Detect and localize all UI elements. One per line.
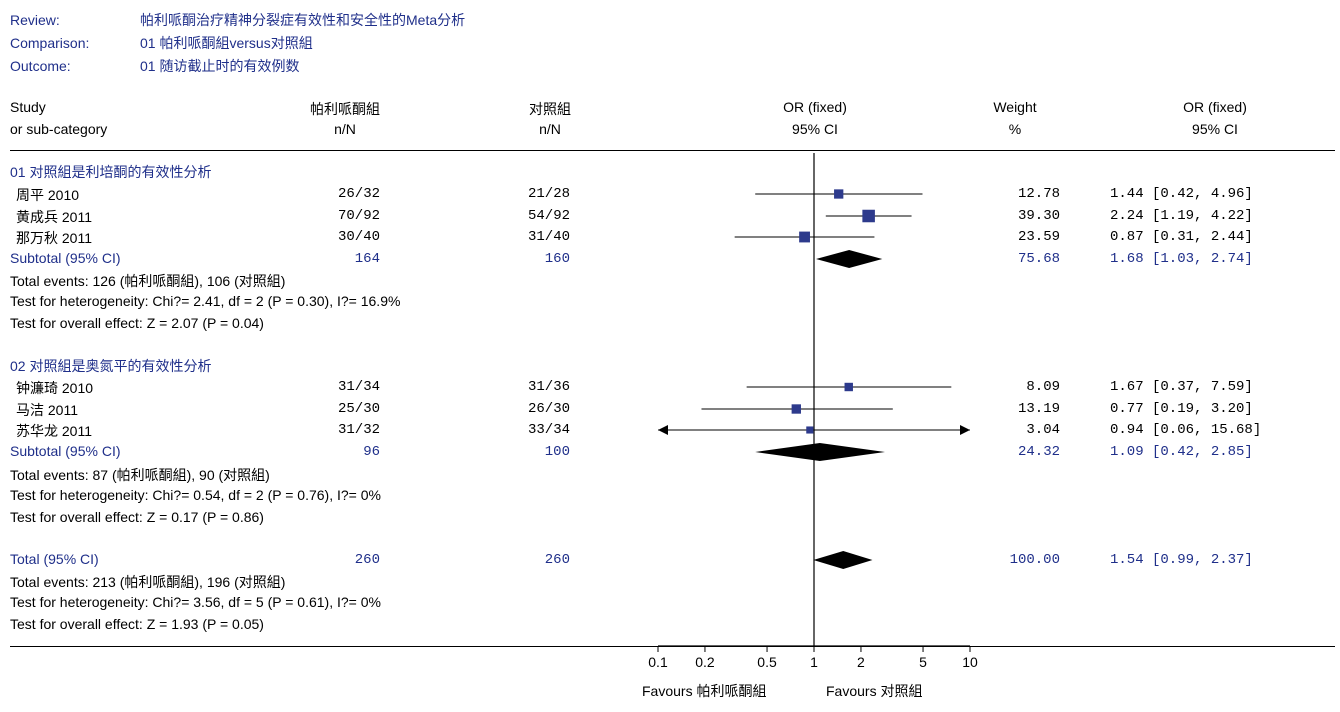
study-ctrl: 26/30 (527, 401, 570, 417)
overall-effect-test: Test for overall effect: Z = 2.07 (P = 0… (10, 315, 264, 331)
col-ctrl-header: 对照組 (529, 101, 571, 117)
total-ci: 1.54 [0.99, 2.37] (1110, 552, 1253, 568)
col-study-subheader: or sub-category (10, 121, 108, 137)
overall-effect-test: Test for overall effect: Z = 0.17 (P = 0… (10, 509, 264, 525)
x-tick-label: 5 (919, 654, 927, 670)
study-name: 钟濂琦 2010 (16, 380, 94, 396)
study-treat: 30/40 (337, 229, 380, 245)
review-value: 帕利哌酮治疗精神分裂症有效性和安全性的Meta分析 (140, 12, 466, 28)
total-diamond (813, 551, 873, 569)
heterogeneity-test: Test for heterogeneity: Chi?= 3.56, df =… (10, 594, 381, 610)
study-ctrl: 54/92 (527, 208, 570, 224)
study-marker (806, 426, 814, 434)
group-title: 02 对照組是奥氮平的有效性分析 (10, 358, 212, 374)
x-tick-label: 1 (810, 654, 818, 670)
study-marker (799, 231, 810, 243)
subtotal-diamond (755, 443, 885, 461)
col-weight-header: Weight (993, 99, 1037, 115)
heterogeneity-test: Test for heterogeneity: Chi?= 0.54, df =… (10, 487, 381, 503)
subtotal-weight: 24.32 (1017, 444, 1060, 460)
total-ctrl: 260 (544, 552, 570, 568)
study-treat: 26/32 (337, 186, 380, 202)
study-weight: 12.78 (1017, 186, 1060, 202)
study-weight: 23.59 (1017, 229, 1060, 245)
subtotal-label: Subtotal (95% CI) (10, 443, 121, 459)
study-marker (844, 382, 853, 392)
subtotal-ctrl: 100 (544, 444, 570, 460)
col-ctrl-subheader: n/N (539, 121, 561, 137)
col-treat-subheader: n/N (334, 121, 356, 137)
outcome-value: 01 随访截止时的有效例数 (140, 58, 300, 74)
col-orci-header: OR (fixed) (1183, 99, 1247, 115)
outcome-label: Outcome: (10, 58, 71, 74)
subtotal-ctrl: 160 (544, 251, 570, 267)
group-title: 01 对照組是利培酮的有效性分析 (10, 164, 212, 180)
study-name: 黄成兵 2011 (16, 209, 92, 225)
study-ci: 0.94 [0.06, 15.68] (1110, 422, 1262, 438)
overall-effect-test: Test for overall effect: Z = 1.93 (P = 0… (10, 616, 264, 632)
x-tick-label: 10 (962, 654, 978, 670)
study-weight: 3.04 (1026, 422, 1060, 438)
study-marker (862, 209, 875, 223)
total-events: Total events: 126 (帕利哌酮組), 106 (对照組) (10, 273, 286, 289)
study-ci: 1.67 [0.37, 7.59] (1110, 379, 1253, 395)
col-treat-header: 帕利哌酮組 (310, 101, 380, 117)
subtotal-weight: 75.68 (1017, 251, 1060, 267)
study-name: 那万秋 2011 (16, 230, 92, 246)
study-weight: 39.30 (1017, 208, 1060, 224)
ci-arrow-left (658, 425, 668, 435)
study-name: 马洁 2011 (16, 402, 78, 418)
total-weight: 100.00 (1009, 552, 1060, 568)
col-weight-subheader: % (1008, 121, 1022, 137)
study-ctrl: 31/40 (527, 229, 570, 245)
study-ci: 1.44 [0.42, 4.96] (1110, 186, 1253, 202)
total-events: Total events: 213 (帕利哌酮組), 196 (对照組) (10, 574, 286, 590)
subtotal-ci: 1.09 [0.42, 2.85] (1110, 444, 1253, 460)
study-ci: 0.87 [0.31, 2.44] (1110, 229, 1253, 245)
study-name: 苏华龙 2011 (16, 423, 92, 439)
favours-left-label: Favours 帕利哌酮組 (642, 683, 767, 699)
x-tick-label: 0.5 (757, 654, 777, 670)
comparison-value: 01 帕利哌酮組versus对照組 (140, 35, 313, 51)
subtotal-label: Subtotal (95% CI) (10, 250, 121, 266)
col-study-header: Study (10, 99, 46, 115)
x-tick-label: 0.1 (648, 654, 668, 670)
study-name: 周平 2010 (16, 187, 80, 203)
study-ci: 2.24 [1.19, 4.22] (1110, 208, 1253, 224)
study-ctrl: 31/36 (527, 379, 570, 395)
study-marker (791, 404, 801, 414)
total-treat: 260 (354, 552, 380, 568)
comparison-label: Comparison: (10, 35, 90, 51)
subtotal-diamond (816, 250, 883, 268)
ci-arrow-right (960, 425, 970, 435)
study-treat: 31/34 (337, 379, 380, 395)
col-or-header: OR (fixed) (783, 99, 847, 115)
study-treat: 70/92 (337, 208, 380, 224)
favours-right-label: Favours 对照組 (826, 683, 923, 699)
study-weight: 13.19 (1017, 401, 1060, 417)
subtotal-ci: 1.68 [1.03, 2.74] (1110, 251, 1253, 267)
review-label: Review: (10, 12, 60, 28)
col-or-subheader: 95% CI (792, 121, 838, 137)
study-marker (834, 189, 844, 199)
x-tick-label: 2 (857, 654, 865, 670)
total-label: Total (95% CI) (10, 551, 99, 567)
heterogeneity-test: Test for heterogeneity: Chi?= 2.41, df =… (10, 293, 401, 309)
study-ctrl: 33/34 (527, 422, 570, 438)
study-ctrl: 21/28 (527, 186, 570, 202)
header-rule (10, 150, 1335, 151)
subtotal-treat: 96 (363, 444, 380, 460)
total-events: Total events: 87 (帕利哌酮組), 90 (对照組) (10, 467, 270, 483)
study-ci: 0.77 [0.19, 3.20] (1110, 401, 1253, 417)
study-treat: 25/30 (337, 401, 380, 417)
study-weight: 8.09 (1026, 379, 1060, 395)
subtotal-treat: 164 (354, 251, 380, 267)
col-orci-subheader: 95% CI (1192, 121, 1238, 137)
x-tick-label: 0.2 (695, 654, 715, 670)
study-treat: 31/32 (337, 422, 380, 438)
